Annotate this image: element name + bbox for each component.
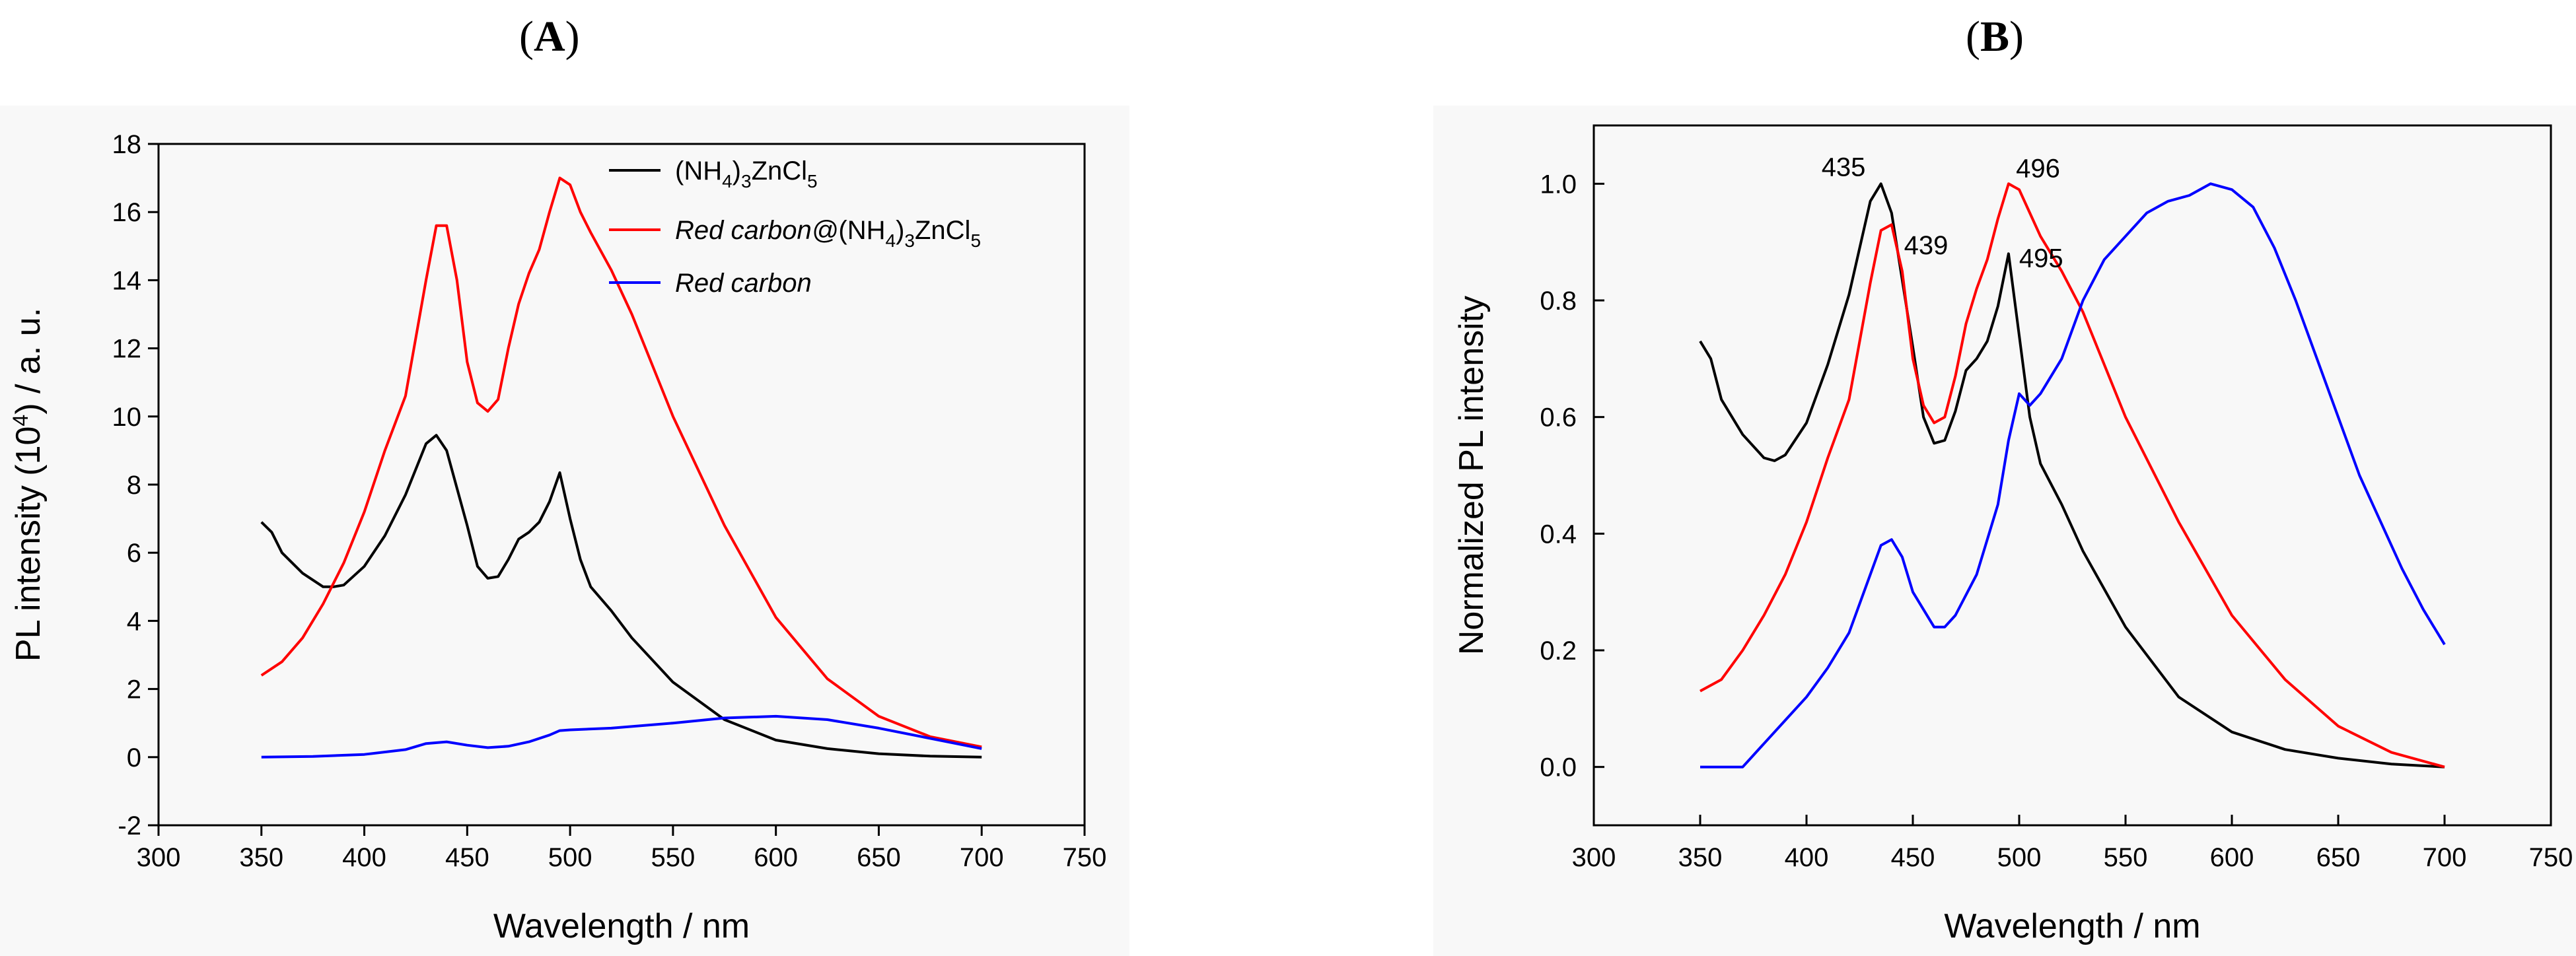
chart1-peak-label-3: 495 <box>2019 244 2063 273</box>
chart0-y-tick-label: 0 <box>127 743 141 772</box>
chart0-x-tick-label: 500 <box>548 843 592 872</box>
chart1-x-tick-label: 600 <box>2210 843 2254 872</box>
plot-b: 300 350 400 450 500 550 600 650 700 750 0.0 0.2 0.4 0… <box>1452 124 2573 945</box>
panel-label-a: (A) <box>519 13 580 61</box>
chart1-y-tick-label: 0.8 <box>1540 287 1577 316</box>
chart1-x-tick-label: 550 <box>2104 843 2148 872</box>
chart1-peak-label-0: 435 <box>1822 153 1866 182</box>
chart1-series-line-2 <box>1700 182 2446 768</box>
chart0-legend-label-2: Red carbon <box>675 269 812 298</box>
chart0-x-tick-label: 350 <box>239 843 283 872</box>
chart1-x-tick-label: 450 <box>1891 843 1935 872</box>
chart0-x-tick-label: 400 <box>342 843 386 872</box>
chart1-x-tick-label: 650 <box>2316 843 2361 872</box>
chart1-peak-label-1: 439 <box>1904 231 1949 260</box>
chart1-peak-label-2: 496 <box>2016 154 2060 183</box>
chart0-y-tick-label: 2 <box>127 675 141 704</box>
plot-a: 300 350 400 450 500 550 600 650 700 750 -2 0 2 4 6 8 10 1… <box>9 130 1106 945</box>
chart0-y-tick-label: -2 <box>118 811 141 840</box>
chart0-y-tick-label: 14 <box>112 266 142 295</box>
chart0-x-tick-label: 600 <box>754 843 798 872</box>
chart1-series-line-1 <box>1699 182 2445 768</box>
chart1-x-tick-label: 700 <box>2423 843 2467 872</box>
chart1-y-axis-title: Normalized PL intensity <box>1452 296 1491 655</box>
chart0-x-tick-label: 450 <box>445 843 489 872</box>
chart1-x-tick-label: 500 <box>1997 843 2042 872</box>
chart1-x-tick-label: 350 <box>1678 843 1723 872</box>
chart0-y-tick-label: 16 <box>112 198 142 227</box>
chart0-y-tick-label: 6 <box>127 539 141 568</box>
chart0-legend-label-0: (NH4)3ZnCl5 <box>675 156 818 191</box>
chart0-y-axis-title: PL intensity (104) / a. u. <box>9 308 48 662</box>
chart1-x-tick-label: 400 <box>1785 843 1829 872</box>
chart0-y-tick-label: 4 <box>127 607 141 636</box>
chart0-series-line-1 <box>260 176 982 749</box>
panel-label-b: (B) <box>1966 13 2024 61</box>
chart1-x-axis-title: Wavelength / nm <box>1944 907 2200 945</box>
chart0-x-tick-label: 700 <box>960 843 1004 872</box>
chart1-y-tick-label: 0.0 <box>1540 753 1577 782</box>
chart1-y-tick-label: 1.0 <box>1540 170 1577 199</box>
chart0-y-tick-label: 10 <box>112 403 142 432</box>
chart1-x-tick-label: 300 <box>1572 843 1616 872</box>
chart1-series-line-0 <box>1699 182 2445 768</box>
chart0-x-tick-label: 650 <box>857 843 901 872</box>
chart0-y-tick-label: 18 <box>112 130 142 159</box>
chart0-x-tick-label: 750 <box>1063 843 1107 872</box>
chart1-y-tick-label: 0.4 <box>1540 520 1577 549</box>
chart1-y-tick-label: 0.6 <box>1540 403 1577 432</box>
chart0-x-axis-title: Wavelength / nm <box>493 907 750 945</box>
panel-b-background <box>1433 106 2576 956</box>
chart0-x-tick-label: 300 <box>137 843 181 872</box>
chart0-y-tick-label: 12 <box>112 335 142 364</box>
chart1-x-tick-label: 750 <box>2529 843 2573 872</box>
chart0-y-tick-label: 8 <box>127 471 141 500</box>
chart0-series-line-2 <box>261 714 982 759</box>
panel-a-background <box>0 106 1129 956</box>
chart1-y-tick-label: 0.2 <box>1540 636 1577 666</box>
chart0-legend-label-1: Red carbon@(NH4)3ZnCl5 <box>675 216 981 251</box>
chart1-plot-frame <box>1592 124 2552 827</box>
chart0-x-tick-label: 550 <box>651 843 696 872</box>
